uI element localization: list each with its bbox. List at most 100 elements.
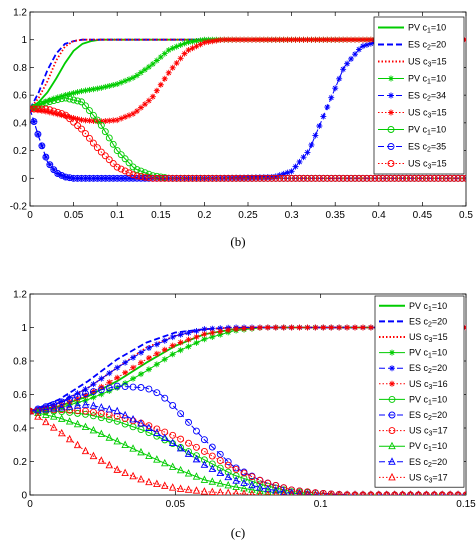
series-marker	[319, 490, 327, 495]
series-marker	[324, 104, 331, 111]
series-marker	[312, 36, 319, 43]
series-marker	[89, 139, 97, 147]
series-marker	[272, 173, 279, 180]
series-marker	[367, 36, 374, 43]
series-marker	[296, 324, 303, 331]
series-marker	[30, 106, 37, 113]
series-marker	[121, 174, 129, 182]
series-marker	[141, 175, 148, 182]
series-marker	[82, 392, 89, 399]
series-marker	[114, 364, 121, 371]
series-marker	[70, 118, 78, 126]
series-marker	[248, 174, 256, 182]
x-tick-label: 0.1	[110, 210, 124, 221]
series-marker	[97, 386, 105, 394]
series-marker	[176, 465, 185, 474]
series-marker	[42, 403, 50, 411]
series-marker	[78, 125, 85, 133]
series-marker	[177, 410, 185, 418]
series-marker	[237, 36, 244, 43]
series-marker	[125, 159, 133, 167]
legend-label-3: PV c1=10	[408, 74, 446, 86]
series-marker	[245, 36, 251, 43]
series-marker	[272, 36, 279, 43]
series-marker	[78, 98, 85, 106]
series-marker	[82, 117, 89, 124]
series-marker	[74, 174, 82, 182]
series-marker	[193, 328, 200, 335]
legend-label-8: US c3=17	[409, 426, 448, 438]
series-marker	[117, 174, 125, 182]
series-marker	[89, 451, 98, 460]
series-marker	[185, 418, 192, 426]
series-marker	[129, 414, 137, 423]
series-marker	[153, 455, 161, 463]
legend-label-0: PV c1=10	[408, 23, 446, 35]
series-marker	[355, 46, 362, 53]
y-tick-label: 0.6	[13, 390, 27, 401]
series-marker	[181, 174, 189, 182]
series-marker	[185, 343, 192, 350]
series-marker	[74, 89, 81, 96]
series-marker	[173, 43, 180, 50]
series-marker	[276, 174, 284, 182]
series-marker	[94, 85, 101, 92]
series-marker	[268, 36, 275, 43]
legend-marker-4	[389, 365, 395, 372]
series-marker	[153, 425, 161, 433]
series-marker	[168, 483, 177, 491]
series-marker	[30, 105, 34, 113]
series-line-2	[30, 38, 466, 110]
series-marker	[189, 45, 196, 52]
series-marker	[57, 414, 66, 422]
series-marker	[50, 97, 58, 105]
series-marker	[105, 433, 114, 441]
legend-marker-8	[387, 160, 395, 167]
series-marker	[34, 412, 42, 420]
series-marker	[129, 444, 137, 452]
series-marker	[58, 110, 66, 117]
series-marker	[208, 477, 217, 485]
series-marker	[173, 60, 180, 67]
legend-label-3: PV c1=10	[409, 348, 447, 360]
series-marker	[248, 325, 255, 332]
series-marker	[122, 359, 129, 366]
series-marker	[137, 349, 144, 356]
series-marker	[46, 96, 53, 103]
y-tick-label: 0.2	[13, 146, 27, 157]
series-marker	[86, 107, 93, 115]
series-marker	[327, 174, 335, 182]
series-marker	[89, 401, 98, 409]
series-marker	[133, 172, 141, 180]
series-marker	[134, 108, 141, 115]
series-marker	[169, 351, 176, 358]
series-marker	[434, 174, 442, 182]
series-line-8	[30, 409, 466, 495]
series-marker	[304, 324, 311, 331]
series-marker	[347, 174, 355, 182]
legend-marker-3	[388, 75, 394, 82]
series-marker	[208, 460, 216, 468]
series-marker	[217, 328, 224, 335]
series-marker	[201, 336, 208, 343]
series-marker	[224, 468, 232, 476]
x-tick-label: 0.25	[238, 210, 258, 221]
series-marker	[153, 341, 160, 348]
legend-marker-7	[388, 411, 396, 419]
series-marker	[257, 490, 263, 495]
series-marker	[197, 37, 204, 44]
series-marker	[82, 130, 89, 138]
series-marker	[73, 419, 82, 428]
series-marker	[97, 414, 105, 422]
series-marker	[149, 174, 157, 182]
series-marker	[315, 174, 323, 182]
series-marker	[311, 174, 319, 182]
legend-label-9: PV c1=10	[409, 441, 447, 453]
series-marker	[368, 490, 374, 495]
series-marker	[438, 174, 446, 182]
series-marker	[161, 337, 168, 344]
series-marker	[197, 41, 204, 48]
series-marker	[249, 489, 255, 495]
series-marker	[82, 407, 89, 415]
series-marker	[82, 410, 89, 418]
